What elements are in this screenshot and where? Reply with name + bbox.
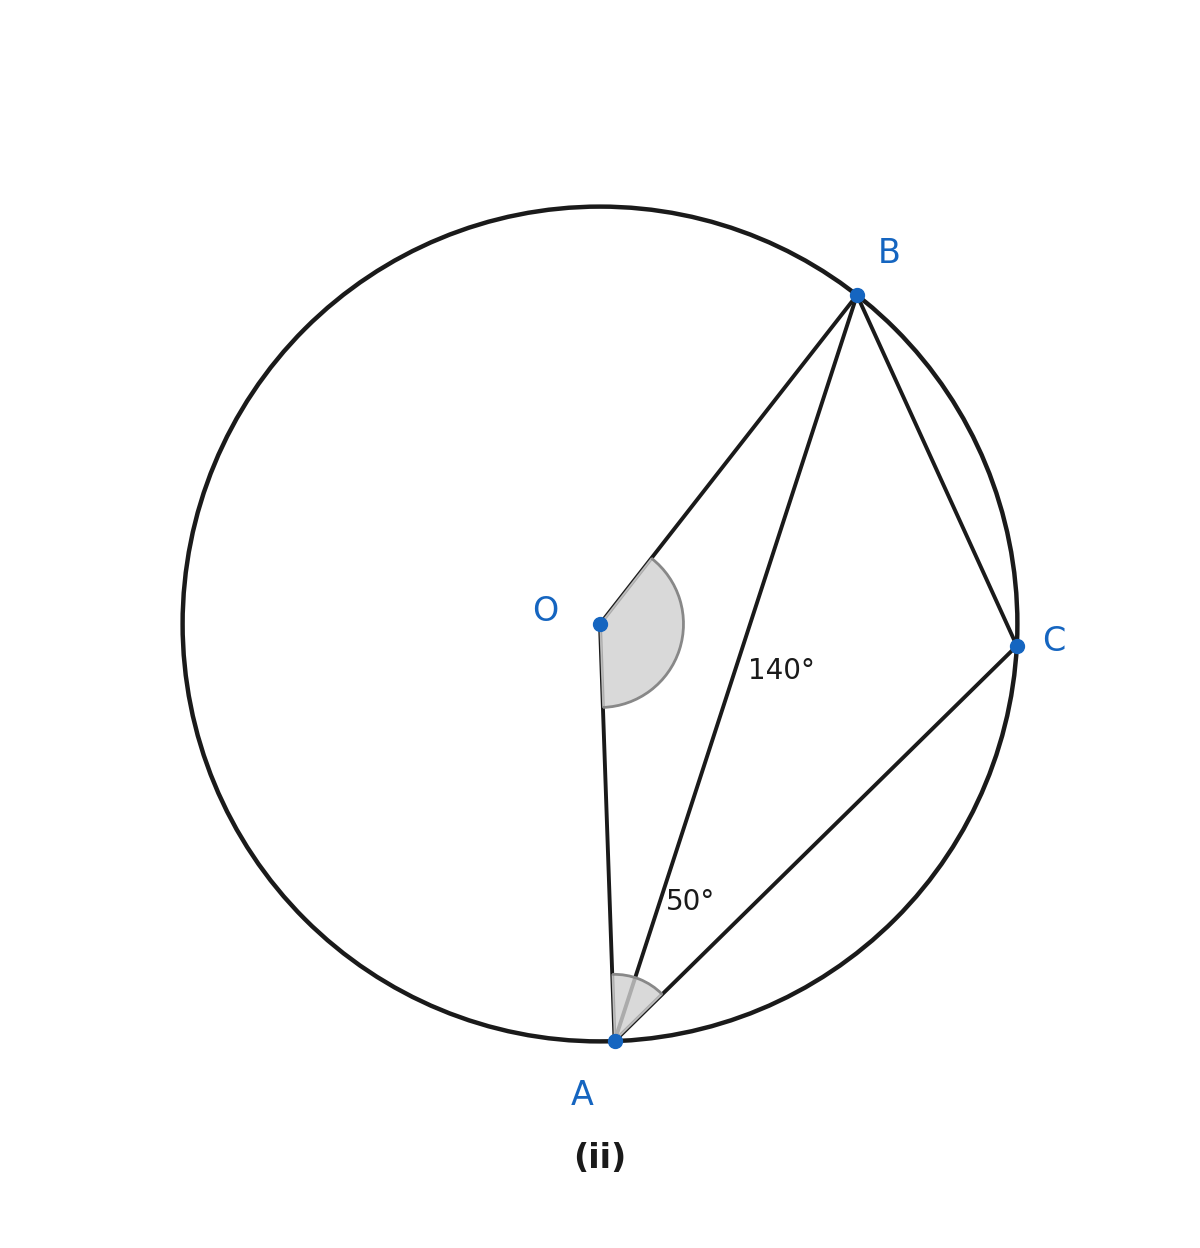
Polygon shape [600,558,684,708]
Text: A: A [571,1078,594,1112]
Text: 50°: 50° [666,887,715,916]
Text: (ii): (ii) [574,1142,626,1174]
Polygon shape [612,975,662,1041]
Point [590,614,610,634]
Point [1007,636,1026,656]
Point [605,1031,624,1051]
Text: C: C [1042,625,1066,658]
Text: B: B [878,237,901,270]
Text: 140°: 140° [748,656,815,685]
Text: O: O [532,595,558,628]
Point [847,285,866,305]
